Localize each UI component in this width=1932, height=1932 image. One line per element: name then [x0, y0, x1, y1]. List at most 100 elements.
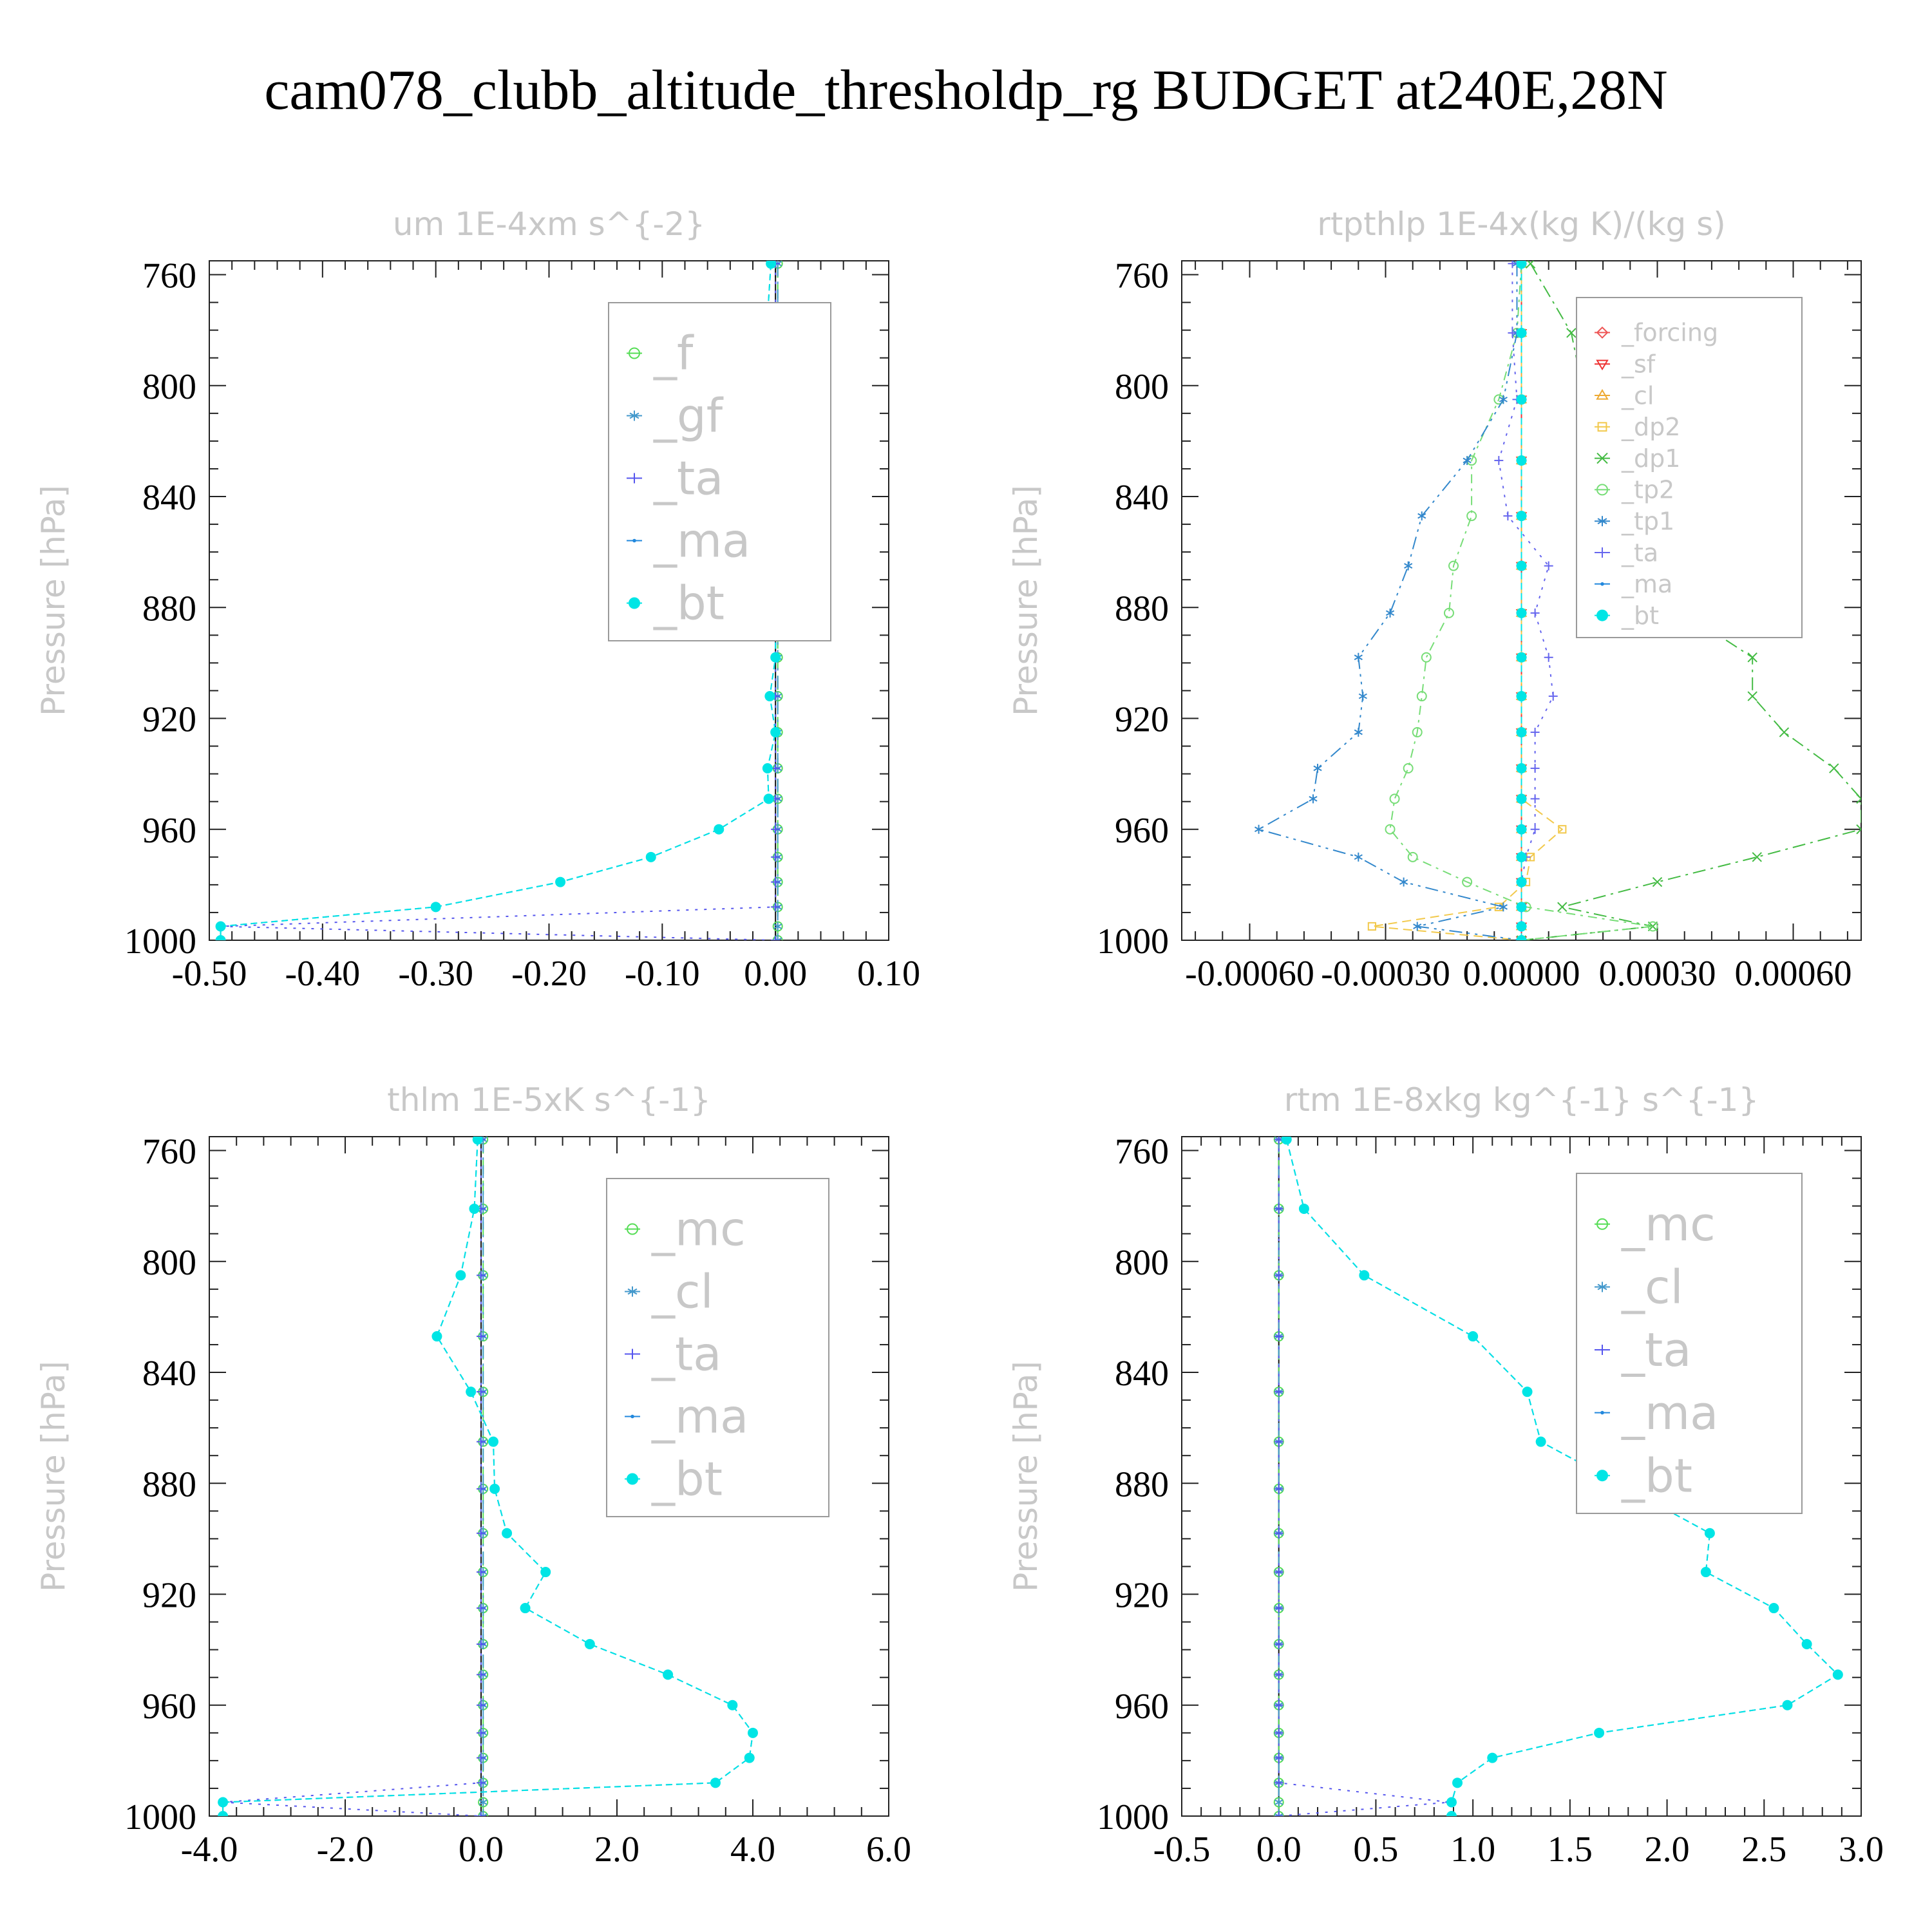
data-point-tp1: [1499, 902, 1508, 912]
data-point-ta: [477, 1778, 486, 1788]
data-point-dp2: [1558, 825, 1567, 834]
legend-box: [606, 1178, 829, 1517]
x-tick-label: -0.10: [625, 954, 700, 994]
data-point-bt: [1704, 1528, 1715, 1539]
legend-marker-sf: [1596, 359, 1609, 371]
data-point-ta: [477, 1604, 486, 1613]
data-point-tp1: [1499, 395, 1508, 404]
data-point-bt: [1516, 652, 1527, 663]
plot-frame: [209, 1136, 889, 1817]
data-point-ta: [477, 1670, 486, 1680]
data-point-ta: [1274, 1640, 1283, 1649]
legend-marker-cl: [1597, 1282, 1607, 1293]
data-point-ta: [1274, 1753, 1283, 1763]
data-point-bt: [1516, 394, 1527, 405]
legend-marker-bt: [629, 597, 640, 609]
y-tick-label: 800: [1115, 1243, 1169, 1283]
legend-marker-dp2: [1597, 422, 1607, 432]
data-point-bt: [1801, 1639, 1812, 1650]
legend-box: [1576, 1173, 1803, 1514]
panel-um: um 1E-4xm s^{-2} Pressure [hPa] 760 800 840 8…: [35, 205, 920, 994]
data-point-ta: [477, 1528, 486, 1538]
series-line-dp2: [1372, 263, 1564, 940]
legend-marker-gf: [629, 410, 639, 421]
data-point-tp2: [1466, 511, 1477, 522]
legend-box: [1576, 297, 1803, 638]
legend-label-mc: _mc: [1621, 1197, 1716, 1251]
data-point-bt: [744, 1752, 755, 1763]
legend-marker-mc: [627, 1223, 638, 1235]
data-point-dp1: [1856, 793, 1861, 804]
legend-label-ta: _ta: [1621, 1323, 1691, 1377]
data-point-ta: [477, 1812, 486, 1816]
x-tick-label: -4.0: [181, 1830, 238, 1870]
data-point-bt: [218, 1797, 229, 1808]
data-point-tp2: [1421, 652, 1432, 663]
data-point-bt: [1516, 511, 1527, 522]
y-tick-label: 1000: [1097, 922, 1169, 961]
y-tick-label: 840: [1115, 478, 1169, 518]
data-point-bt: [764, 691, 775, 702]
series-line-bt: [222, 1139, 754, 1816]
x-tick-label: 6.0: [866, 1830, 911, 1870]
legend-label-dp1: _dp1: [1621, 444, 1680, 473]
legend-marker-ta: [1597, 547, 1607, 558]
data-point-ta: [1274, 1778, 1283, 1788]
data-point-tp2: [1443, 607, 1454, 618]
legend-marker-tp1: [1597, 516, 1607, 527]
y-axis-label: Pressure [hPa]: [35, 1361, 72, 1592]
data-point-tp1: [1463, 456, 1472, 466]
legend-label-mc: _mc: [651, 1202, 746, 1256]
x-tick-label: 1.0: [1450, 1830, 1495, 1870]
data-point-bt: [218, 1811, 229, 1816]
panel-rtpthlp: rtpthlp 1E-4x(kg K)/(kg s) Pressure [hPa]…: [1007, 205, 1862, 994]
data-point-ta: [1274, 1484, 1283, 1493]
legend-label-ma: _ma: [651, 1390, 748, 1444]
legend-label-sf: _sf: [1621, 350, 1656, 379]
series-layer: [1254, 261, 1861, 940]
panel-title: rtm 1E-8xkg kg^{-1} s^{-1}: [1284, 1081, 1759, 1119]
legend-marker-dp1: [1596, 452, 1608, 464]
data-point-ta: [477, 1700, 486, 1710]
series-line-ta: [1498, 263, 1554, 940]
series-line-ta: [1278, 1139, 1450, 1816]
legend-marker-ma: [1600, 1410, 1604, 1415]
y-tick-label: 840: [142, 1354, 196, 1394]
data-point-tp1: [1404, 561, 1413, 571]
y-tick-label: 920: [1115, 700, 1169, 740]
data-point-dp1: [1752, 852, 1762, 862]
x-tick-label: -0.00030: [1321, 954, 1450, 994]
data-point-bt: [1516, 727, 1527, 738]
data-point-ta: [477, 1484, 486, 1493]
data-point-bt: [763, 793, 774, 804]
y-axis-label: Pressure [hPa]: [1007, 485, 1045, 716]
panel-title: thlm 1E-5xK s^{-1}: [387, 1081, 711, 1119]
data-point-ta: [1544, 561, 1553, 571]
legend-marker-mc: [1596, 1218, 1608, 1230]
data-point-tp2: [1389, 793, 1400, 804]
y-tick-label: 800: [142, 1243, 196, 1283]
data-point-ta: [1530, 608, 1540, 618]
legend-marker-f: [629, 347, 640, 359]
data-point-ta: [1274, 1528, 1283, 1538]
data-point-bt: [1446, 1811, 1457, 1816]
y-tick-label: 840: [142, 478, 196, 518]
x-tick-label: 1.5: [1548, 1830, 1593, 1870]
data-point-ta: [477, 1753, 486, 1763]
y-tick-label: 760: [1115, 256, 1169, 296]
x-tick-label: 0.0: [459, 1830, 504, 1870]
data-point-tp1: [1313, 764, 1322, 773]
data-point-dp1: [1566, 328, 1577, 338]
legend-label-ma: _ma: [1621, 570, 1672, 598]
data-point-ta: [1274, 1670, 1283, 1680]
figure-title: cam078_clubb_altitude_thresholdp_rg BUDG…: [264, 59, 1668, 122]
legend-label-tp1: _tp1: [1621, 507, 1674, 536]
legend-marker-bt: [627, 1473, 638, 1485]
legend-label-gf: _gf: [653, 389, 724, 443]
data-point-bt: [770, 652, 781, 663]
data-point-tp1: [1354, 852, 1363, 862]
legend-marker-bt: [1596, 1470, 1608, 1482]
data-point-tp1: [1309, 794, 1318, 804]
data-point-ta: [477, 1387, 486, 1397]
